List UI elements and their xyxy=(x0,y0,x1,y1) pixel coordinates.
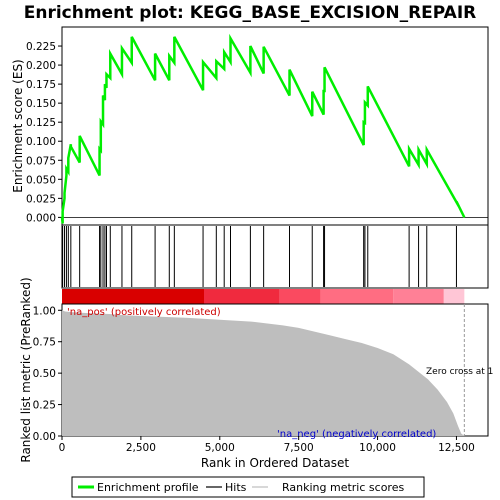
es-y-tick-label: 0.125 xyxy=(26,117,56,129)
es-y-tick-label: 0.225 xyxy=(26,41,56,53)
es-y-axis-label: Enrichment score (ES) xyxy=(11,59,25,192)
hits-panel xyxy=(61,224,489,304)
x-axis-label: Rank in Ordered Dataset xyxy=(201,456,349,470)
metric-panel: 0.00 0.25 0.50 0.75 1.00 'na_pos' (positivel… xyxy=(19,277,493,462)
enrichment-profile-line xyxy=(60,33,466,224)
rank-heatmap-bar xyxy=(62,289,465,304)
heatmap-segment xyxy=(62,289,204,304)
es-plot-frame xyxy=(61,26,489,226)
metric-y-tick-label: 0.75 xyxy=(33,337,56,349)
legend-box xyxy=(71,476,425,498)
x-tick-label: 7,500 xyxy=(284,442,314,454)
zero-cross-label: Zero cross at 1 xyxy=(426,367,493,377)
hit-markers xyxy=(62,226,457,287)
es-y-tick-label: 0.150 xyxy=(26,98,56,110)
x-tick-label: 10,000 xyxy=(359,442,396,454)
chart-title: Enrichment plot: KEGG_BASE_EXCISION_REPA… xyxy=(24,3,477,23)
es-y-axis: 0.000 0.025 0.050 0.075 0.100 0.125 0.150 0.175… xyxy=(26,41,62,224)
x-tick-label: 5,000 xyxy=(205,442,235,454)
legend: Enrichment profile Hits Ranking metric s… xyxy=(71,476,425,498)
metric-y-tick-label: 0.00 xyxy=(33,431,56,443)
heatmap-segment xyxy=(393,289,444,304)
ranking-metric-area xyxy=(62,310,465,436)
heatmap-segment xyxy=(204,289,280,304)
es-y-tick-label: 0.175 xyxy=(26,79,56,91)
x-tick-label: 0 xyxy=(59,442,66,454)
metric-y-axis-label: Ranked list metric (PreRanked) xyxy=(19,277,33,462)
metric-y-tick-label: 0.50 xyxy=(33,368,56,380)
positive-correlation-label: 'na_pos' (positively correlated) xyxy=(67,307,221,318)
metric-y-tick-label: 1.00 xyxy=(33,305,56,317)
es-y-tick-label: 0.050 xyxy=(26,174,56,186)
x-tick-label: 2,500 xyxy=(126,442,156,454)
es-y-tick-label: 0.000 xyxy=(26,212,56,224)
es-y-tick-label: 0.100 xyxy=(26,136,56,148)
es-y-tick-label: 0.075 xyxy=(26,155,56,167)
es-y-tick-label: 0.200 xyxy=(26,60,56,72)
x-tick-label: 12,500 xyxy=(438,442,475,454)
heatmap-segment xyxy=(443,289,465,304)
x-axis: 0 2,500 5,000 7,500 10,000 12,500 xyxy=(59,436,475,454)
legend-label-enrichment-profile: Enrichment profile xyxy=(97,481,199,494)
hits-frame xyxy=(61,224,489,289)
negative-correlation-label: 'na_neg' (negatively correlated) xyxy=(277,429,436,440)
heatmap-segment xyxy=(320,289,394,304)
legend-label-ranking-metric: Ranking metric scores xyxy=(282,481,404,494)
es-y-tick-label: 0.025 xyxy=(26,193,56,205)
heatmap-segment xyxy=(279,289,321,304)
metric-y-tick-label: 0.25 xyxy=(33,400,56,412)
metric-y-axis: 0.00 0.25 0.50 0.75 1.00 xyxy=(33,305,62,443)
legend-label-hits: Hits xyxy=(225,481,247,494)
es-panel: 0.000 0.025 0.050 0.075 0.100 0.125 0.150 0.175… xyxy=(11,26,489,226)
